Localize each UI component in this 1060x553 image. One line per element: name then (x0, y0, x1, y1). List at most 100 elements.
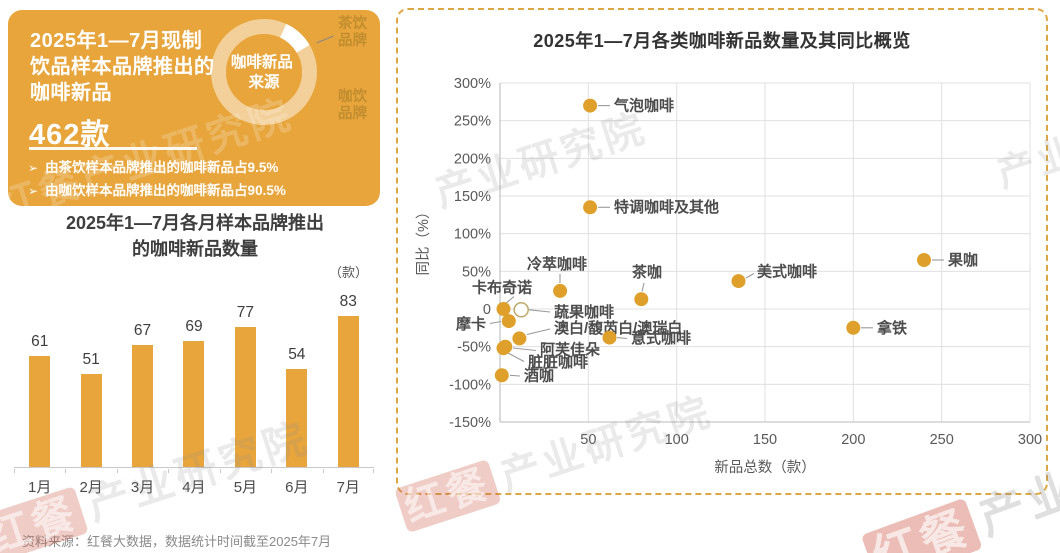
scatter-point (553, 283, 568, 298)
scatter-point-label: 酒咖 (524, 366, 554, 384)
card-title-line: 2025年1—7月现制 (30, 30, 203, 52)
scatter-point (602, 330, 617, 345)
scatter-point-label: 美式咖啡 (757, 263, 817, 281)
scatter-point (512, 331, 527, 346)
y-tick-label: 50% (462, 264, 491, 280)
bar-chart-unit: （款） (328, 265, 368, 280)
card-title: 2025年1—7月现制 饮品样本品牌推出的 咖啡新品 (30, 28, 215, 106)
scatter-point-label: 脏脏咖啡 (528, 353, 588, 371)
leader-line (616, 337, 628, 340)
bar: 69 (168, 318, 219, 467)
y-tick-label: 250% (454, 114, 491, 130)
bullet-text: 由茶饮样本品牌推出的咖啡新品占9.5% (45, 160, 279, 175)
leader-line (641, 282, 645, 292)
scatter-point (494, 368, 509, 383)
x-tick-label: 6月 (271, 468, 322, 497)
x-tick-label: 250 (930, 432, 954, 448)
x-tick-label: 5月 (219, 468, 271, 497)
card-title-line: 咖啡新品 (30, 82, 112, 104)
x-tick-label: 4月 (168, 468, 219, 497)
summary-card: 红餐产业研究院 2025年1—7月现制 饮品样本品牌推出的 咖啡新品 462款 … (8, 10, 380, 206)
bar: 54 (271, 346, 322, 467)
x-tick-label: 50 (580, 432, 596, 448)
bar-value-label: 83 (339, 292, 357, 310)
bar-rect (337, 315, 359, 467)
bar-rect (80, 374, 102, 467)
scatter-point-label: 茶咖 (632, 263, 662, 281)
leader-line (509, 374, 521, 377)
card-title-line: 饮品样本品牌推出的 (30, 56, 215, 78)
leader-line (526, 328, 551, 336)
x-tick-label: 1月 (14, 468, 65, 497)
donut-segment-coffee-brands (211, 19, 317, 125)
scatter-point-label: 拿铁 (876, 319, 907, 337)
scatter-point-label: 冷萃咖啡 (527, 255, 587, 273)
scatter-point (496, 341, 511, 356)
y-tick-label: 150% (454, 189, 491, 205)
scatter-point-label: 特调咖啡及其他 (614, 198, 719, 216)
bar: 51 (65, 351, 116, 467)
divider (29, 147, 197, 150)
scatter-point-label: 气泡咖啡 (613, 97, 674, 115)
bar-chart-title: 2025年1—7月各月样本品牌推出 的咖啡新品数量 (0, 210, 390, 262)
scatter-svg: 300% 250% 200% 150% 100% 50% 0 -50% -100% -150% 50… (415, 76, 1042, 476)
y-tick-label: -150% (449, 415, 491, 431)
bar-value-label: 69 (185, 318, 203, 336)
bar-rect (234, 326, 256, 467)
x-tick-label: 7月 (322, 468, 374, 497)
bar-chart-months: 1月 2月 3月 4月 5月 6月 7月 (14, 468, 374, 497)
bar-rect (29, 356, 51, 467)
bar-chart-plot: 61 51 67 69 77 54 83 (14, 293, 374, 468)
y-axis-title: 同比（%） (415, 205, 432, 276)
x-tick-label: 150 (753, 432, 777, 448)
x-tick-label: 3月 (116, 468, 168, 497)
bar: 83 (323, 293, 374, 467)
donut-center-label: 咖啡新品 来源 (231, 52, 297, 91)
scatter-point-label: 果咖 (947, 251, 978, 269)
scatter-point (917, 253, 931, 267)
scatter-point (496, 302, 511, 316)
y-tick-label: 300% (454, 76, 491, 92)
scatter-point (846, 320, 861, 335)
y-tick-label: 200% (454, 151, 491, 167)
leader-line (528, 309, 551, 313)
bar-value-label: 77 (236, 303, 255, 321)
bar-value-label: 61 (31, 333, 49, 350)
bullet-text: 由咖饮样本品牌推出的咖啡新品占90.5% (45, 183, 286, 198)
bar-value-label: 54 (288, 345, 306, 363)
scatter-point-label: 阿芙佳朵 (540, 341, 600, 359)
bullet-item: ➢ 由咖饮样本品牌推出的咖啡新品占90.5% (28, 179, 286, 199)
bar-chart-title-line: 2025年1—7月各月样本品牌推出 (65, 213, 325, 233)
x-tick-label: 200 (841, 432, 865, 448)
bullet-item: ➢ 由茶饮样本品牌推出的咖啡新品占9.5% (28, 156, 278, 176)
scatter-point-label: 意式咖啡 (631, 329, 691, 347)
scatter-title: 2025年1—7月各类咖啡新品数量及其同比概览 (533, 31, 911, 51)
bar: 61 (14, 333, 65, 467)
donut-label-coffee-brands: 咖饮品牌 (338, 89, 367, 122)
arrow-icon: ➢ (28, 161, 39, 175)
bar-rect (183, 341, 205, 467)
bar-value-label: 51 (82, 351, 100, 369)
data-source: 资料来源：红餐大数据，数据统计时间截至2025年7月 (22, 534, 332, 549)
scatter-point-label: 蔬果咖啡 (554, 303, 614, 321)
leader-line (507, 352, 525, 362)
bar: 77 (220, 304, 271, 467)
scatter-point-label: 摩卡 (456, 315, 486, 333)
total-count: 462款 (29, 119, 111, 151)
y-tick-label: 100% (454, 227, 491, 243)
bar-value-label: 67 (133, 322, 152, 340)
bar-rect (286, 368, 308, 467)
bar: 67 (117, 322, 168, 467)
scatter-point (501, 314, 516, 329)
y-tick-label: 0 (483, 302, 491, 318)
scatter-point (583, 98, 598, 113)
arrow-icon: ➢ (28, 184, 39, 198)
scatter-panel: 2025年1—7月各类咖啡新品数量及其同比概览 300% 250% 200% 150%… (396, 8, 1048, 495)
bar-chart: 2025年1—7月各月样本品牌推出 的咖啡新品数量 （款） 61 51 67 69 77… (0, 208, 396, 508)
bar-rect (132, 345, 154, 467)
scatter-point-label: 澳白/馥芮白/澳瑞白 (554, 319, 682, 337)
x-axis-title: 新品总数（款） (714, 459, 816, 476)
donut-label-tea-brands: 茶饮品牌 (338, 16, 367, 49)
x-tick-label: 300 (1018, 432, 1042, 448)
